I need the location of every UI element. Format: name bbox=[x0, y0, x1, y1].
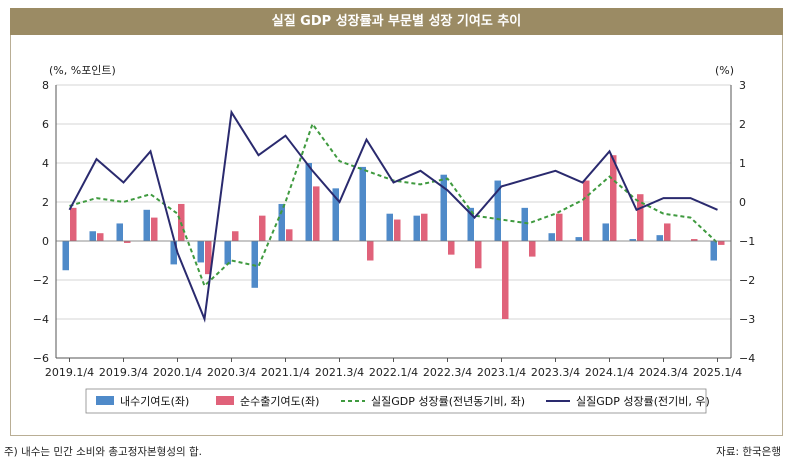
source-note: 자료: 한국은행 bbox=[716, 446, 781, 458]
domestic-bar bbox=[197, 241, 204, 263]
right-tick-label: 0 bbox=[739, 196, 746, 209]
right-axis-unit: (%) bbox=[715, 64, 734, 77]
net-export-bar bbox=[448, 241, 455, 255]
lines bbox=[68, 109, 719, 323]
domestic-bar bbox=[629, 239, 636, 241]
x-tick-label: 2024.3/4 bbox=[639, 366, 688, 379]
left-tick-label: 6 bbox=[42, 118, 49, 131]
x-tick-label: 2019.1/4 bbox=[45, 366, 94, 379]
net-export-bar bbox=[718, 241, 725, 245]
net-export-bar bbox=[691, 239, 698, 241]
net-export-bar bbox=[97, 233, 104, 241]
legend: 내수기여도(좌) 순수출기여도(좌) 실질GDP 성장률(전년동기비, 좌) 실질GD… bbox=[85, 388, 710, 414]
right-tick-label: −3 bbox=[739, 313, 755, 326]
domestic-bar bbox=[89, 231, 96, 241]
domestic-bar bbox=[278, 203, 285, 241]
left-tick-label: 8 bbox=[42, 79, 49, 92]
left-tick-label: −6 bbox=[33, 352, 49, 365]
domestic-bar bbox=[413, 215, 420, 241]
legend-label: 순수출기여도(좌) bbox=[240, 395, 319, 408]
x-tick-label: 2022.1/4 bbox=[369, 366, 418, 379]
domestic-bar bbox=[494, 180, 501, 241]
legend-label: 실질GDP 성장률(전기비, 우) bbox=[576, 395, 710, 408]
net-export-bar bbox=[637, 194, 644, 241]
left-tick-label: 4 bbox=[42, 157, 49, 170]
legend-swatch bbox=[96, 396, 114, 405]
net-export-bar bbox=[286, 229, 293, 241]
net-export-bar bbox=[610, 155, 617, 241]
net-export-bar bbox=[367, 241, 374, 261]
net-export-bar bbox=[583, 180, 590, 241]
domestic-bar bbox=[440, 174, 447, 241]
domestic-bar bbox=[548, 233, 555, 241]
x-tick-label: 2024.1/4 bbox=[585, 366, 634, 379]
chart-panel: 8 6 4 2 0 −2 −4 −6 3 2 1 0 −1 −2 −3 −4 2019.1/4 2019.3/4 2… bbox=[10, 35, 783, 436]
left-tick-label: 0 bbox=[42, 235, 49, 248]
x-tick-label: 2021.3/4 bbox=[315, 366, 364, 379]
x-tick-label: 2022.3/4 bbox=[423, 366, 472, 379]
domestic-bar bbox=[251, 241, 258, 288]
domestic-bar bbox=[62, 241, 69, 271]
right-tick-label: 1 bbox=[739, 157, 746, 170]
net-export-bar bbox=[664, 223, 671, 241]
domestic-bar bbox=[305, 163, 312, 241]
net-export-bar bbox=[394, 219, 401, 241]
net-export-bar bbox=[151, 217, 158, 241]
net-export-bar bbox=[475, 241, 482, 269]
domestic-bar bbox=[143, 209, 150, 241]
domestic-bar bbox=[116, 223, 123, 241]
footnote: 주) 내수는 민간 소비와 총고정자본형성의 합. bbox=[4, 446, 203, 458]
right-tick-label: −4 bbox=[739, 352, 755, 365]
net-export-bar bbox=[556, 213, 563, 241]
right-tick-label: −2 bbox=[739, 274, 755, 287]
legend-box bbox=[85, 388, 707, 414]
net-export-bar bbox=[259, 215, 266, 241]
axes: 8 6 4 2 0 −2 −4 −6 3 2 1 0 −1 −2 −3 −4 2019.1/4 2019.3/4 2… bbox=[33, 79, 755, 379]
net-export-bar bbox=[313, 186, 320, 241]
chart-title: 실질 GDP 성장률과 부문별 성장 기여도 추이 bbox=[10, 8, 783, 35]
right-tick-label: 3 bbox=[739, 79, 746, 92]
net-export-bar bbox=[232, 231, 239, 241]
x-tick-label: 2025.1/4 bbox=[693, 366, 742, 379]
x-tick-label: 2023.1/4 bbox=[477, 366, 526, 379]
domestic-bar bbox=[710, 241, 717, 261]
domestic-bar bbox=[359, 166, 366, 241]
domestic-bar bbox=[521, 207, 528, 241]
net-export-bar bbox=[529, 241, 536, 257]
legend-swatch bbox=[216, 396, 234, 405]
net-export-bar bbox=[124, 241, 131, 243]
domestic-bar bbox=[224, 241, 231, 265]
left-tick-label: −4 bbox=[33, 313, 49, 326]
right-tick-label: 2 bbox=[739, 118, 746, 131]
net-export-bar bbox=[70, 207, 77, 241]
domestic-bar bbox=[170, 241, 177, 265]
yoy-growth-line bbox=[69, 121, 719, 288]
x-tick-label: 2023.3/4 bbox=[531, 366, 580, 379]
net-export-bar bbox=[205, 241, 212, 275]
chart-svg: 8 6 4 2 0 −2 −4 −6 3 2 1 0 −1 −2 −3 −4 2019.1/4 2019.3/4 2… bbox=[33, 64, 755, 414]
net-export-bar bbox=[421, 213, 428, 241]
left-axis-unit: (%, %포인트) bbox=[49, 64, 116, 77]
domestic-bar bbox=[386, 213, 393, 241]
domestic-bar bbox=[575, 237, 582, 241]
left-tick-label: −2 bbox=[33, 274, 49, 287]
x-tick-label: 2021.1/4 bbox=[261, 366, 310, 379]
left-tick-label: 2 bbox=[42, 196, 49, 209]
qoq-growth-line bbox=[68, 109, 718, 323]
x-tick-label: 2020.1/4 bbox=[153, 366, 202, 379]
legend-label: 실질GDP 성장률(전년동기비, 좌) bbox=[371, 395, 525, 408]
domestic-bar bbox=[467, 207, 474, 241]
domestic-bar bbox=[602, 223, 609, 241]
domestic-bar bbox=[332, 188, 339, 241]
x-tick-label: 2019.3/4 bbox=[99, 366, 148, 379]
net-export-bar bbox=[502, 241, 509, 319]
right-tick-label: −1 bbox=[739, 235, 755, 248]
domestic-bar bbox=[656, 235, 663, 241]
legend-label: 내수기여도(좌) bbox=[120, 395, 189, 408]
x-tick-label: 2020.3/4 bbox=[207, 366, 256, 379]
